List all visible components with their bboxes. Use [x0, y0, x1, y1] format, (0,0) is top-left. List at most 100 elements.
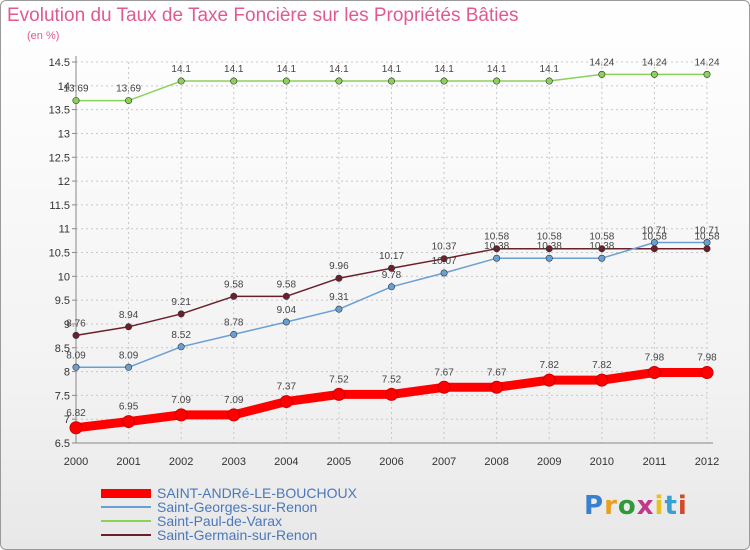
y-tick-label: 11	[59, 224, 70, 236]
data-label: 9.31	[329, 292, 349, 303]
x-tick-label: 2012	[695, 456, 719, 468]
data-label: 9.58	[224, 279, 244, 290]
x-tick-label: 2004	[274, 456, 298, 468]
data-label: 6.82	[66, 408, 86, 419]
data-label: 10.71	[642, 225, 667, 236]
data-label: 8.09	[119, 350, 139, 361]
data-label: 10.58	[589, 232, 614, 243]
data-point	[125, 363, 133, 371]
y-tick-label: 8	[64, 367, 70, 379]
data-label: 10.07	[432, 256, 457, 267]
data-label: 10.38	[537, 241, 562, 252]
data-point	[545, 254, 553, 262]
data-point	[125, 97, 133, 105]
logo-letter: t	[664, 491, 678, 521]
x-tick-label: 2007	[432, 456, 456, 468]
data-label: 14.1	[434, 64, 454, 75]
data-label: 7.09	[171, 395, 191, 406]
legend-swatch	[101, 534, 151, 536]
data-point	[440, 77, 448, 85]
data-label: 14.1	[540, 64, 560, 75]
legend-swatch	[101, 489, 151, 498]
data-label: 9.04	[277, 305, 297, 316]
logo-letter: x	[636, 491, 655, 521]
data-label: 13.69	[63, 84, 88, 95]
data-label: 9.96	[329, 261, 349, 272]
logo-letter: o	[617, 491, 637, 521]
y-tick-label: 11.5	[49, 200, 70, 212]
data-point	[177, 77, 185, 85]
x-tick-label: 2005	[327, 456, 351, 468]
logo-letter: r	[604, 491, 618, 521]
data-point	[177, 310, 185, 318]
data-label: 14.1	[382, 64, 402, 75]
x-tick-label: 2011	[643, 456, 667, 468]
chart-subtitle: (en %)	[27, 30, 60, 42]
data-label: 10.37	[432, 242, 457, 253]
data-point	[282, 292, 290, 300]
data-point	[700, 366, 714, 380]
data-label: 14.1	[224, 64, 244, 75]
data-label: 9.78	[382, 270, 402, 281]
data-point	[493, 77, 501, 85]
legend-label: SAINT-ANDRé-LE-BOUCHOUX	[157, 485, 357, 501]
x-tick-label: 2002	[169, 456, 193, 468]
data-point	[703, 245, 711, 253]
x-tick-label: 2009	[537, 456, 561, 468]
y-tick-label: 6.5	[55, 438, 70, 450]
data-point	[335, 274, 343, 282]
data-point	[650, 238, 658, 246]
data-label: 8.52	[171, 330, 191, 341]
legend-label: Saint-Germain-sur-Renon	[157, 527, 318, 543]
data-label: 9.58	[277, 279, 297, 290]
data-point	[650, 245, 658, 253]
legend-swatch	[101, 506, 151, 508]
data-point	[437, 380, 451, 394]
data-point	[385, 387, 398, 401]
data-label: 14.24	[694, 57, 719, 68]
data-point	[227, 408, 241, 422]
logo-letter: i	[677, 491, 688, 521]
data-point	[387, 77, 395, 85]
data-point	[332, 387, 346, 401]
data-label: 7.82	[540, 360, 560, 371]
x-tick-label: 2001	[116, 456, 140, 468]
data-label: 10.58	[642, 232, 667, 243]
data-label: 14.1	[277, 64, 297, 75]
data-point	[72, 97, 80, 105]
data-label: 10.17	[379, 251, 404, 262]
y-tick-label: 8.5	[55, 343, 70, 355]
data-point	[177, 343, 185, 351]
data-label: 10.38	[484, 241, 509, 252]
data-point	[703, 70, 711, 78]
data-label: 7.67	[434, 367, 454, 378]
proxiti-logo: Proxiti	[584, 491, 688, 521]
x-tick-label: 2008	[484, 456, 508, 468]
data-point	[279, 395, 293, 409]
data-label: 8.78	[224, 317, 244, 328]
data-point	[387, 264, 395, 272]
data-point	[72, 363, 80, 371]
y-tick-label: 12.5	[49, 152, 70, 164]
data-label: 8.94	[119, 310, 139, 321]
data-point	[230, 77, 238, 85]
legend-label: Saint-Paul-de-Varax	[157, 513, 283, 529]
data-label: 7.98	[645, 353, 665, 364]
data-label: 7.09	[224, 395, 244, 406]
y-tick-label: 10	[58, 271, 70, 283]
data-point	[598, 245, 606, 253]
data-point	[493, 254, 501, 262]
legend-label: Saint-Georges-sur-Renon	[157, 499, 318, 515]
y-tick-label: 9.5	[55, 295, 70, 307]
y-tick-label: 13.5	[49, 105, 70, 117]
data-label: 7.37	[277, 382, 297, 393]
data-label: 10.58	[537, 232, 562, 243]
data-point	[230, 330, 238, 338]
data-point	[595, 373, 609, 387]
logo-letter: P	[584, 491, 605, 521]
data-label: 7.98	[697, 353, 717, 364]
data-label: 14.1	[171, 64, 191, 75]
data-point	[703, 238, 711, 246]
data-point	[335, 305, 343, 313]
